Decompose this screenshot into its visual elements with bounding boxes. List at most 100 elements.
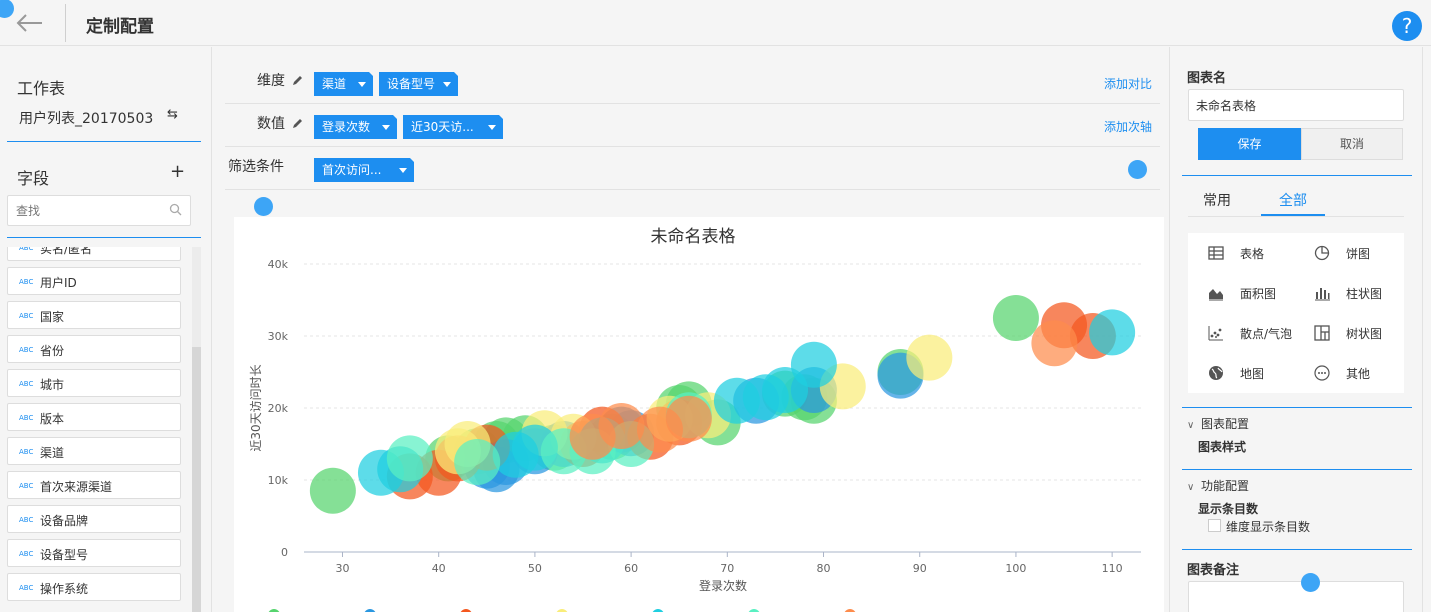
- data-point: [992, 295, 1039, 341]
- chevron-down-icon: [399, 168, 407, 173]
- types-divider: [1182, 407, 1412, 408]
- field-item[interactable]: ABC 省份: [7, 335, 181, 363]
- field-type-badge: ABC: [19, 516, 34, 524]
- tour-hotspot-dot[interactable]: [1301, 573, 1320, 592]
- chevron-down-icon: ∨: [1187, 482, 1195, 493]
- chart-type-treemap[interactable]: 树状图: [1304, 315, 1404, 351]
- field-search-input[interactable]: [8, 196, 158, 225]
- data-point: [1089, 309, 1136, 356]
- chart-type-area[interactable]: 面积图: [1198, 275, 1298, 311]
- filter-row: 筛选条件 首次访问...: [225, 147, 1160, 190]
- field-list-scroll-thumb[interactable]: [192, 347, 201, 612]
- field-label: 设备型号: [40, 548, 89, 562]
- tab-common[interactable]: 常用: [1203, 193, 1231, 209]
- y-tick-label: 30k: [268, 330, 289, 343]
- save-button[interactable]: 保存: [1198, 128, 1301, 160]
- chart-type-pie[interactable]: 饼图: [1304, 235, 1404, 271]
- dimension-row: 维度 渠道 设备型号 添加对比: [225, 61, 1160, 104]
- pie-icon: [1314, 245, 1330, 261]
- worksheet-heading: 工作表: [17, 79, 66, 98]
- data-point: [906, 334, 953, 381]
- back-arrow-icon[interactable]: [14, 10, 44, 36]
- field-item[interactable]: ABC 用户ID: [7, 267, 181, 295]
- add-field-plus-icon[interactable]: +: [170, 161, 186, 182]
- legend-marker: [844, 609, 856, 612]
- func-config-accordion[interactable]: ∨ 功能配置: [1187, 479, 1250, 493]
- value-row: 数值 登录次数 近30天访... 添加次轴: [225, 104, 1160, 147]
- tour-hotspot-dot[interactable]: [0, 0, 14, 18]
- filter-pill-first-visit[interactable]: 首次访问...: [314, 157, 415, 182]
- x-tick-label: 80: [817, 562, 831, 575]
- value-label: 数值: [257, 116, 285, 132]
- scatter-icon: [1208, 326, 1223, 341]
- tour-hotspot-dot[interactable]: [254, 197, 273, 216]
- search-icon[interactable]: [169, 203, 182, 216]
- x-tick-label: 100: [1005, 562, 1026, 575]
- dim-display-count-label: 维度显示条目数: [1226, 520, 1311, 534]
- chevron-down-icon: [443, 82, 451, 87]
- edit-value-pencil-icon[interactable]: [292, 117, 304, 129]
- chart-type-scatter[interactable]: 散点/气泡: [1198, 315, 1298, 351]
- chart-style-label[interactable]: 图表样式: [1198, 440, 1247, 454]
- chart-type-map[interactable]: 地图: [1198, 355, 1298, 391]
- field-type-badge: ABC: [19, 380, 34, 388]
- func-config-divider: [1182, 549, 1412, 550]
- field-list: ABC 实名/匿名 ABC 用户ID ABC 国家 ABC 省份 ABC 城市 ABC 版本 ABC 渠道…: [7, 247, 183, 612]
- field-item[interactable]: ABC 操作系统: [7, 573, 181, 601]
- field-item[interactable]: ABC 设备型号: [7, 539, 181, 567]
- chart-card: 0 10k 20k 30k 40k 30 40 50 60 70 80 90 100 110 未命名表格 登录…: [234, 217, 1164, 612]
- field-type-badge: ABC: [19, 584, 34, 592]
- dimension-pill-channel[interactable]: 渠道: [314, 71, 374, 96]
- field-item[interactable]: ABC 实名/匿名: [7, 247, 181, 261]
- help-button[interactable]: ?: [1392, 11, 1422, 41]
- data-point: [386, 435, 433, 482]
- chart-type-grid: 表格 饼图 面积图 柱状图 散点/气泡 树状图 地图 其他: [1188, 233, 1404, 393]
- display-count-label: 显示条目数: [1198, 502, 1259, 516]
- top-separator: [65, 4, 66, 42]
- tab-all[interactable]: 全部: [1279, 193, 1307, 209]
- add-compare-link[interactable]: 添加对比: [1104, 77, 1153, 91]
- chart-remark-textarea[interactable]: [1188, 581, 1404, 612]
- page-title: 定制配置: [86, 17, 154, 37]
- field-item[interactable]: ABC 首次来源渠道: [7, 471, 181, 499]
- data-point: [598, 403, 645, 449]
- add-axis-link[interactable]: 添加次轴: [1104, 120, 1153, 134]
- field-item[interactable]: ABC 渠道: [7, 437, 181, 465]
- chart-name-heading: 图表名: [1187, 71, 1227, 86]
- more-icon: [1314, 365, 1330, 381]
- field-item[interactable]: ABC 版本: [7, 403, 181, 431]
- chart-name-input[interactable]: [1188, 89, 1404, 121]
- left-panel: 工作表 用户列表_20170503 ⇆ 字段 + ABC 实名/匿名 ABC 用户ID…: [0, 47, 212, 612]
- field-search-box: [7, 195, 191, 226]
- field-type-badge: ABC: [19, 312, 34, 320]
- field-item[interactable]: ABC 设备品牌: [7, 505, 181, 533]
- chart-type-bar[interactable]: 柱状图: [1304, 275, 1404, 311]
- chart-title: 未命名表格: [651, 227, 736, 247]
- chevron-down-icon: [358, 82, 366, 87]
- tour-hotspot-dot[interactable]: [1128, 160, 1147, 179]
- y-axis-title: 近30天访问时长: [249, 364, 263, 451]
- swap-icon[interactable]: ⇆: [167, 107, 178, 122]
- field-item[interactable]: ABC 城市: [7, 369, 181, 397]
- chart-config-accordion[interactable]: ∨ 图表配置: [1187, 417, 1250, 431]
- value-pill-visit-duration[interactable]: 近30天访...: [403, 114, 504, 139]
- config-area: 维度 渠道 设备型号 添加对比 数值 登录次数 近30天访... 添加次轴 筛选…: [213, 47, 1168, 612]
- globe-icon: [1209, 366, 1223, 380]
- worksheet-name[interactable]: 用户列表_20170503: [19, 111, 154, 127]
- chevron-down-icon: ∨: [1187, 420, 1195, 431]
- field-label: 操作系统: [40, 582, 89, 596]
- cancel-button[interactable]: 取消: [1301, 128, 1403, 160]
- dim-display-count-checkbox[interactable]: [1208, 519, 1221, 532]
- worksheet-divider: [7, 141, 201, 142]
- chart-type-other[interactable]: 其他: [1304, 355, 1404, 391]
- field-type-badge: ABC: [19, 247, 34, 252]
- legend-marker: [268, 609, 280, 612]
- chart-type-table[interactable]: 表格: [1198, 235, 1298, 271]
- value-pill-login-count[interactable]: 登录次数: [314, 114, 398, 139]
- dimension-pill-device-model[interactable]: 设备型号: [379, 71, 459, 96]
- table-icon: [1208, 246, 1224, 260]
- x-tick-label: 90: [913, 562, 927, 575]
- edit-dimension-pencil-icon[interactable]: [292, 74, 304, 86]
- field-item[interactable]: ABC 国家: [7, 301, 181, 329]
- x-tick-label: 60: [624, 562, 638, 575]
